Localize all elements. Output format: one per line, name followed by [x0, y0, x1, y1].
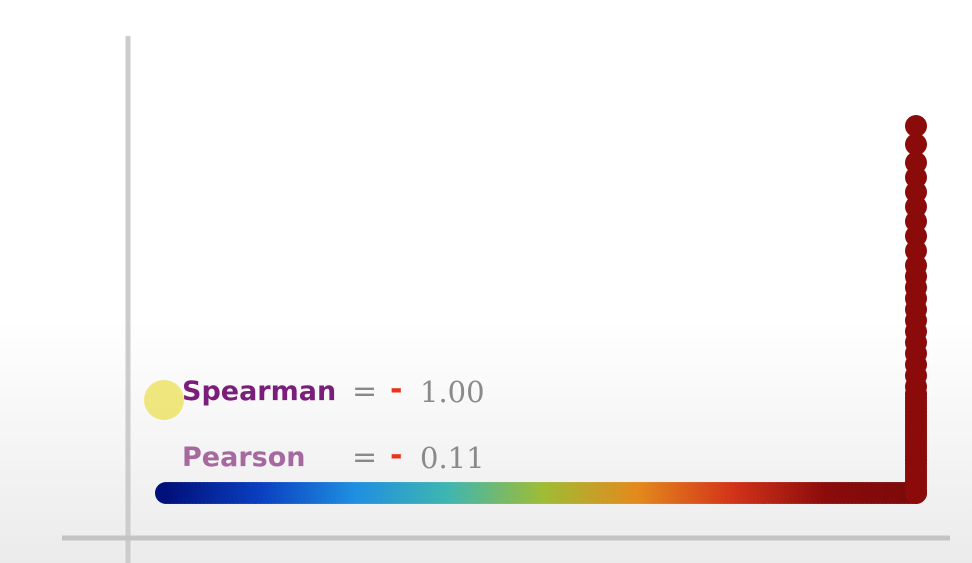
spearman-value: 1.00 [420, 375, 485, 409]
pearson-minus-sign: - [390, 438, 403, 473]
cursor-highlight [144, 380, 184, 420]
spearman-label: Spearman [182, 376, 337, 407]
pearson-label: Pearson [182, 442, 306, 473]
spearman-minus-sign: - [390, 372, 403, 407]
spearman-equals-sign: = [352, 374, 378, 409]
pearson-value: 0.11 [420, 441, 485, 475]
data-point [905, 115, 927, 137]
data-point [905, 151, 927, 174]
pearson-equals-sign: = [352, 440, 378, 475]
data-point [905, 133, 927, 156]
data-points [155, 115, 927, 504]
